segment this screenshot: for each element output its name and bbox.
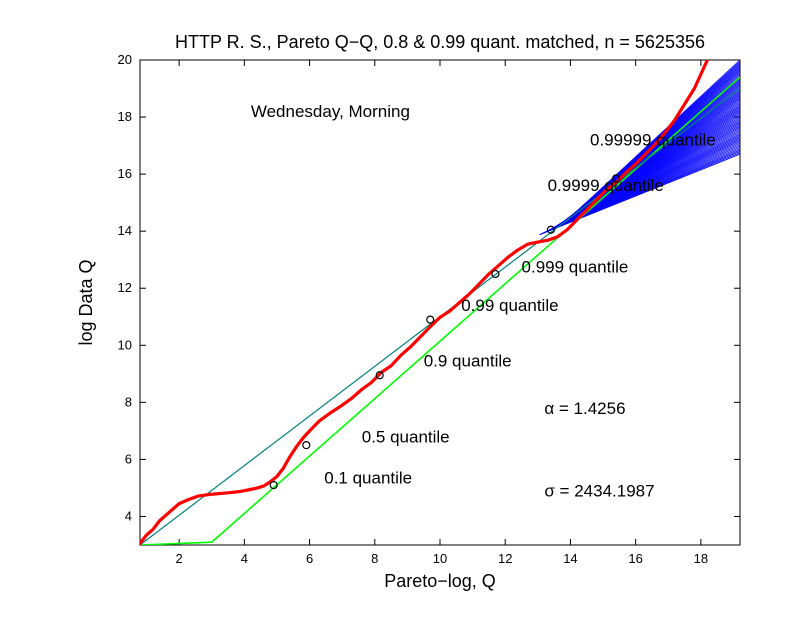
chart-title: HTTP R. S., Pareto Q−Q, 0.8 & 0.99 quant… [175, 32, 705, 52]
y-tick: 16 [118, 166, 132, 181]
y-tick: 8 [125, 394, 132, 409]
y-tick: 14 [118, 223, 132, 238]
x-tick: 14 [563, 551, 577, 566]
y-tick: 12 [118, 280, 132, 295]
y-axis-label: log Data Q [76, 259, 96, 345]
y-tick: 4 [125, 508, 132, 523]
annotation: σ = 2434.1987 [544, 482, 654, 501]
x-tick: 18 [694, 551, 708, 566]
x-tick: 6 [306, 551, 313, 566]
annotation: 0.99 quantile [461, 296, 558, 315]
qq-plot: HTTP R. S., Pareto Q−Q, 0.8 & 0.99 quant… [0, 0, 792, 612]
x-axis-label: Pareto−log, Q [384, 571, 496, 591]
x-tick: 10 [433, 551, 447, 566]
x-tick: 4 [241, 551, 248, 566]
annotation: 0.99999 quantile [590, 131, 716, 150]
annotation: 0.999 quantile [522, 258, 629, 277]
y-tick: 10 [118, 337, 132, 352]
annotation: α = 1.4256 [544, 399, 625, 418]
x-tick: 2 [176, 551, 183, 566]
x-tick: 16 [628, 551, 642, 566]
annotation: 0.1 quantile [324, 469, 412, 488]
y-tick: 20 [118, 52, 132, 67]
y-tick: 18 [118, 109, 132, 124]
y-tick: 6 [125, 451, 132, 466]
x-tick: 8 [371, 551, 378, 566]
annotation: Wednesday, Morning [251, 102, 410, 121]
x-tick: 12 [498, 551, 512, 566]
annotation: 0.9999 quantile [548, 176, 664, 195]
annotation: 0.5 quantile [362, 427, 450, 446]
chart-svg: HTTP R. S., Pareto Q−Q, 0.8 & 0.99 quant… [0, 0, 792, 612]
annotation: 0.9 quantile [424, 352, 512, 371]
